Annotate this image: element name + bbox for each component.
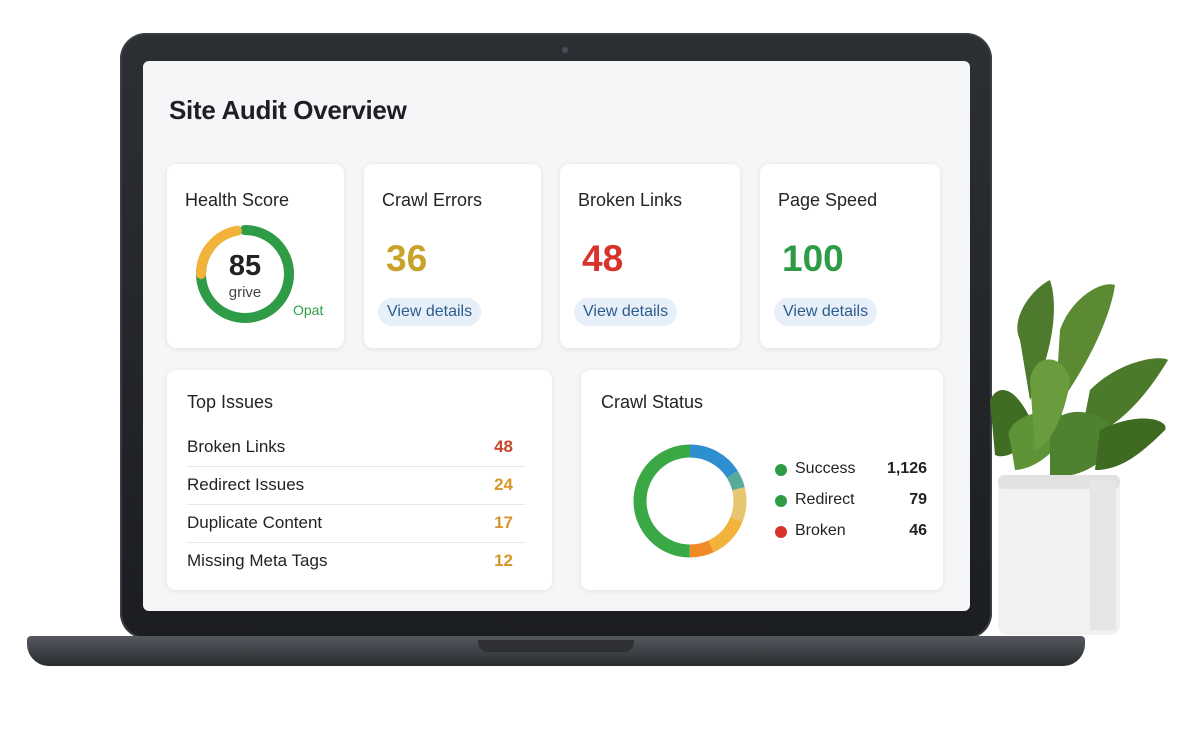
crawl-status-donut <box>633 444 747 558</box>
laptop-notch <box>478 640 634 652</box>
broken-links-label: Broken Links <box>578 190 683 210</box>
issue-row-missing-meta-tags[interactable]: Missing Meta Tags 12 <box>187 542 525 580</box>
issue-row-duplicate-content[interactable]: Duplicate Content 17 <box>187 504 525 543</box>
crawl-status-card: Crawl Status Success 1,126 Redirect 79 B… <box>581 370 943 590</box>
legend-dot <box>775 526 787 538</box>
legend-dot <box>775 495 787 507</box>
crawl-errors-view-details-button[interactable]: View details <box>378 298 482 326</box>
page-speed-value: 100 <box>782 238 844 279</box>
issue-label: Missing Meta Tags <box>187 551 328 570</box>
crawl-errors-value: 36 <box>386 238 428 279</box>
issue-count: 12 <box>494 551 513 570</box>
issue-count: 48 <box>494 437 513 456</box>
legend-broken: Broken 46 <box>775 521 927 543</box>
legend-value: 1,126 <box>886 460 927 477</box>
issue-row-redirect-issues[interactable]: Redirect Issues 24 <box>187 466 525 505</box>
legend-value: 79 <box>909 491 927 508</box>
page-speed-view-details-button[interactable]: View details <box>774 298 878 326</box>
legend-label: Broken <box>795 522 846 539</box>
plant-image <box>990 280 1168 635</box>
legend-success: Success 1,126 <box>775 459 927 481</box>
health-score-gauge <box>196 225 294 323</box>
page-title: Site Audit Overview <box>169 95 407 125</box>
issue-count: 17 <box>494 513 513 532</box>
issue-row-broken-links[interactable]: Broken Links 48 <box>187 428 525 467</box>
donut-segment <box>633 444 747 558</box>
health-score-label: Health Score <box>185 190 290 210</box>
top-issues-title: Top Issues <box>187 392 274 412</box>
camera-icon <box>562 47 568 53</box>
dashboard-screen: Site Audit Overview Health Score 85 griv… <box>143 61 970 611</box>
legend-dot <box>775 464 787 476</box>
legend-redirect: Redirect 79 <box>775 490 927 512</box>
donut-segment <box>633 444 747 558</box>
health-score-value: 85 <box>228 250 262 282</box>
health-score-sub-label: grive <box>228 284 262 301</box>
page-speed-label: Page Speed <box>778 190 878 210</box>
health-score-tag: Opat <box>293 302 324 318</box>
donut-segment <box>633 444 747 558</box>
issue-label: Broken Links <box>187 437 286 456</box>
broken-links-card: Broken Links 48 View details <box>560 164 740 348</box>
legend-value: 46 <box>909 522 927 539</box>
crawl-status-title: Crawl Status <box>601 392 704 412</box>
issue-count: 24 <box>494 475 513 494</box>
issue-label: Redirect Issues <box>187 475 305 494</box>
crawl-errors-card: Crawl Errors 36 View details <box>364 164 541 348</box>
legend-label: Success <box>795 460 856 477</box>
issue-label: Duplicate Content <box>187 513 323 532</box>
broken-links-value: 48 <box>582 238 624 279</box>
health-score-card: Health Score 85 grive Opat <box>167 164 344 348</box>
gauge-arc-warning <box>196 225 294 323</box>
legend-label: Redirect <box>795 491 855 508</box>
broken-links-view-details-button[interactable]: View details <box>574 298 678 326</box>
crawl-errors-label: Crawl Errors <box>382 190 483 210</box>
top-issues-card: Top Issues Broken Links 48 Redirect Issu… <box>167 370 552 590</box>
page-speed-card: Page Speed 100 View details <box>760 164 940 348</box>
